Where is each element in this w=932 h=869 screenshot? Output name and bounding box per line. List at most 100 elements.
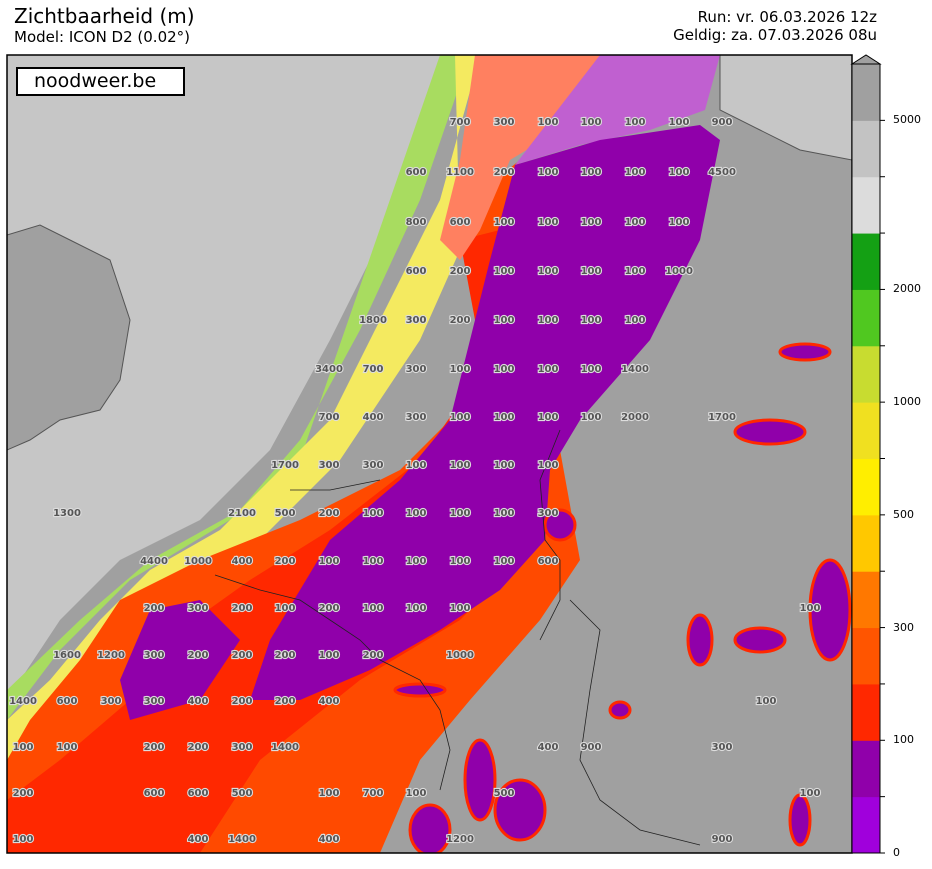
visibility-value-label: 500 (494, 788, 515, 799)
visibility-value-label: 100 (494, 556, 515, 567)
visibility-value-label: 800 (406, 217, 427, 228)
visibility-value-label: 200 (188, 742, 209, 753)
colorbar-bin (852, 233, 880, 290)
visibility-value-label: 100 (494, 315, 515, 326)
visibility-value-label: 100 (450, 508, 471, 519)
visibility-value-label: 1000 (665, 266, 693, 277)
visibility-value-label: 300 (319, 460, 340, 471)
visibility-value-label: 1400 (621, 364, 649, 375)
visibility-value-label: 100 (363, 556, 384, 567)
visibility-value-label: 700 (363, 364, 384, 375)
visibility-value-label: 600 (538, 556, 559, 567)
visibility-value-label: 400 (188, 696, 209, 707)
visibility-value-label: 100 (494, 460, 515, 471)
visibility-value-label: 400 (319, 834, 340, 845)
orchid-overlay (515, 55, 720, 165)
colorbar-tick-label: 5000 (893, 113, 921, 127)
colorbar (850, 54, 885, 854)
visibility-value-label: 200 (232, 650, 253, 661)
visibility-value-label: 200 (275, 556, 296, 567)
visibility-value-label: 600 (406, 167, 427, 178)
visibility-value-label: 1800 (359, 315, 387, 326)
visibility-value-label: 100 (406, 788, 427, 799)
visibility-value-label: 300 (144, 650, 165, 661)
visibility-value-label: 200 (144, 603, 165, 614)
colorbar-tick-label: 300 (893, 620, 914, 634)
visibility-value-label: 100 (800, 603, 821, 614)
visibility-value-label: 100 (581, 117, 602, 128)
visibility-value-label: 300 (494, 117, 515, 128)
visibility-value-label: 100 (669, 217, 690, 228)
inland-fog-patches (393, 342, 852, 853)
colorbar-bin (852, 514, 880, 572)
visibility-value-label: 100 (669, 167, 690, 178)
visibility-value-label: 100 (581, 315, 602, 326)
salmon-overlay (440, 55, 600, 260)
map-field (7, 55, 852, 853)
visibility-value-label: 100 (625, 167, 646, 178)
visibility-value-label: 100 (538, 412, 559, 423)
visibility-value-label: 300 (144, 696, 165, 707)
visibility-value-label: 1700 (271, 460, 299, 471)
visibility-value-label: 200 (363, 650, 384, 661)
visibility-value-label: 100 (538, 217, 559, 228)
dense-fog-purple-west (120, 600, 240, 720)
colorbar-bin (852, 740, 880, 798)
visibility-value-label: 100 (406, 460, 427, 471)
visibility-value-label: 400 (232, 556, 253, 567)
colorbar-tick-label: 0 (893, 846, 900, 859)
visibility-value-label: 100 (669, 117, 690, 128)
colorbar-bin (852, 176, 880, 234)
visibility-value-label: 100 (625, 315, 646, 326)
visibility-value-label: 300 (406, 315, 427, 326)
visibility-value-label: 700 (450, 117, 471, 128)
visibility-value-label: 500 (232, 788, 253, 799)
visibility-value-label: 400 (188, 834, 209, 845)
visibility-value-label: 100 (319, 650, 340, 661)
visibility-value-label: 1200 (446, 834, 474, 845)
visibility-value-label: 100 (581, 266, 602, 277)
visibility-value-label: 200 (275, 650, 296, 661)
visibility-value-label: 100 (800, 788, 821, 799)
visibility-value-label: 100 (13, 742, 34, 753)
visibility-value-label: 300 (232, 742, 253, 753)
visibility-value-label: 200 (450, 315, 471, 326)
colorbar-bin (852, 289, 880, 347)
visibility-value-label: 500 (275, 508, 296, 519)
visibility-value-label: 100 (581, 217, 602, 228)
visibility-value-label: 600 (57, 696, 78, 707)
visibility-value-label: 100 (494, 364, 515, 375)
visibility-value-label: 600 (450, 217, 471, 228)
visibility-value-label: 200 (319, 603, 340, 614)
visibility-value-label: 100 (538, 167, 559, 178)
valid-time: Geldig: za. 07.03.2026 08u (673, 26, 877, 44)
visibility-value-label: 200 (188, 650, 209, 661)
visibility-value-label: 200 (275, 696, 296, 707)
visibility-value-label: 100 (363, 603, 384, 614)
visibility-value-label: 100 (319, 556, 340, 567)
dense-fog-purple (250, 125, 720, 700)
visibility-value-label: 300 (188, 603, 209, 614)
visibility-value-label: 100 (625, 117, 646, 128)
visibility-value-label: 400 (319, 696, 340, 707)
visibility-value-label: 700 (319, 412, 340, 423)
visibility-value-label: 1100 (446, 167, 474, 178)
visibility-value-label: 3400 (315, 364, 343, 375)
visibility-value-label: 100 (275, 603, 296, 614)
colorbar-tick-label: 100 (893, 733, 914, 747)
visibility-value-label: 100 (450, 603, 471, 614)
visibility-value-label: 100 (581, 167, 602, 178)
visibility-value-label: 100 (625, 217, 646, 228)
colorbar-extend-arrow (850, 54, 882, 65)
coastal-yellow-band (7, 55, 480, 760)
visibility-value-label: 300 (363, 460, 384, 471)
visibility-value-label: 100 (581, 364, 602, 375)
visibility-value-label: 100 (494, 266, 515, 277)
visibility-value-label: 600 (406, 266, 427, 277)
visibility-value-label: 1200 (97, 650, 125, 661)
uk-land (7, 224, 131, 451)
brand-logo: noodweer.be (16, 67, 185, 96)
visibility-value-label: 100 (450, 412, 471, 423)
visibility-value-label: 100 (13, 834, 34, 845)
